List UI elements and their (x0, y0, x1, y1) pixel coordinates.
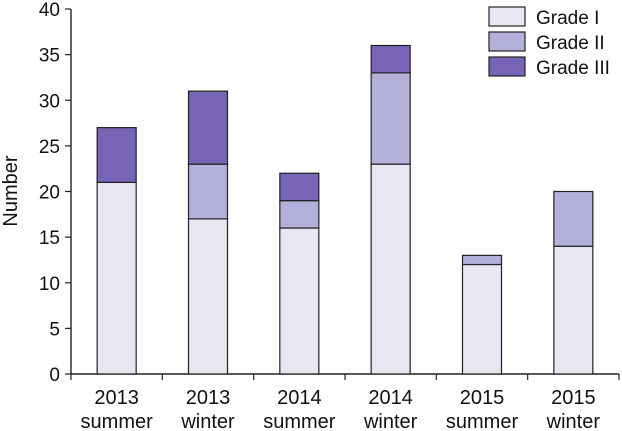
y-tick-label: 25 (39, 137, 60, 158)
x-tick-label: 2015 (551, 387, 596, 409)
x-tick-label: 2013 (94, 387, 139, 409)
bar-segment-grade-ii (461, 254, 503, 266)
legend-swatch (488, 31, 526, 52)
legend-label: Grade I (536, 8, 599, 29)
axes: 05101520253035402013summer2013winter2014… (39, 0, 620, 431)
bar-segment-grade-ii (279, 200, 320, 229)
bar-segment-grade-i (187, 218, 229, 375)
x-tick-label: 2014 (277, 387, 322, 409)
x-tick-label: winter (180, 411, 235, 431)
bar-segment-grade-i (370, 163, 411, 375)
legend: Grade I Grade II Grade III (488, 6, 610, 79)
x-tick-label: summer (446, 411, 519, 431)
y-tick-label: 15 (39, 228, 60, 249)
bar-segment-grade-ii (187, 163, 229, 220)
x-tick-label: summer (263, 411, 336, 431)
x-tick-label: 2014 (368, 387, 413, 409)
legend-label: Grade III (536, 58, 610, 79)
y-tick-label: 35 (39, 46, 60, 67)
y-axis-title: Number (0, 155, 22, 226)
y-tick-label: 20 (39, 183, 60, 204)
bars (96, 44, 594, 375)
legend-swatch (488, 6, 526, 27)
x-tick-label: 2015 (460, 387, 505, 409)
bar-segment-grade-i (96, 181, 137, 375)
x-tick-label: 2013 (186, 387, 231, 409)
y-tick-label: 30 (39, 91, 60, 112)
x-tick-label: winter (363, 411, 418, 431)
legend-label: Grade II (536, 33, 605, 54)
x-tick-label: winter (546, 411, 601, 431)
bar-segment-grade-i (279, 227, 320, 375)
bar-segment-grade-iii (187, 90, 229, 165)
bar-segment-grade-iii (279, 172, 320, 202)
y-tick-label: 10 (39, 274, 60, 295)
bar-segment-grade-ii (553, 190, 594, 247)
bar-segment-grade-iii (96, 127, 137, 183)
x-tick-label: summer (81, 411, 154, 431)
bar-segment-grade-i (553, 245, 594, 375)
y-tick-label: 40 (39, 0, 60, 21)
y-tick-label: 5 (49, 319, 60, 340)
bar-segment-grade-ii (370, 72, 411, 165)
bar-segment-grade-iii (370, 44, 411, 74)
legend-swatch (488, 56, 526, 77)
y-tick-label: 0 (49, 365, 60, 386)
bar-segment-grade-i (461, 263, 503, 375)
